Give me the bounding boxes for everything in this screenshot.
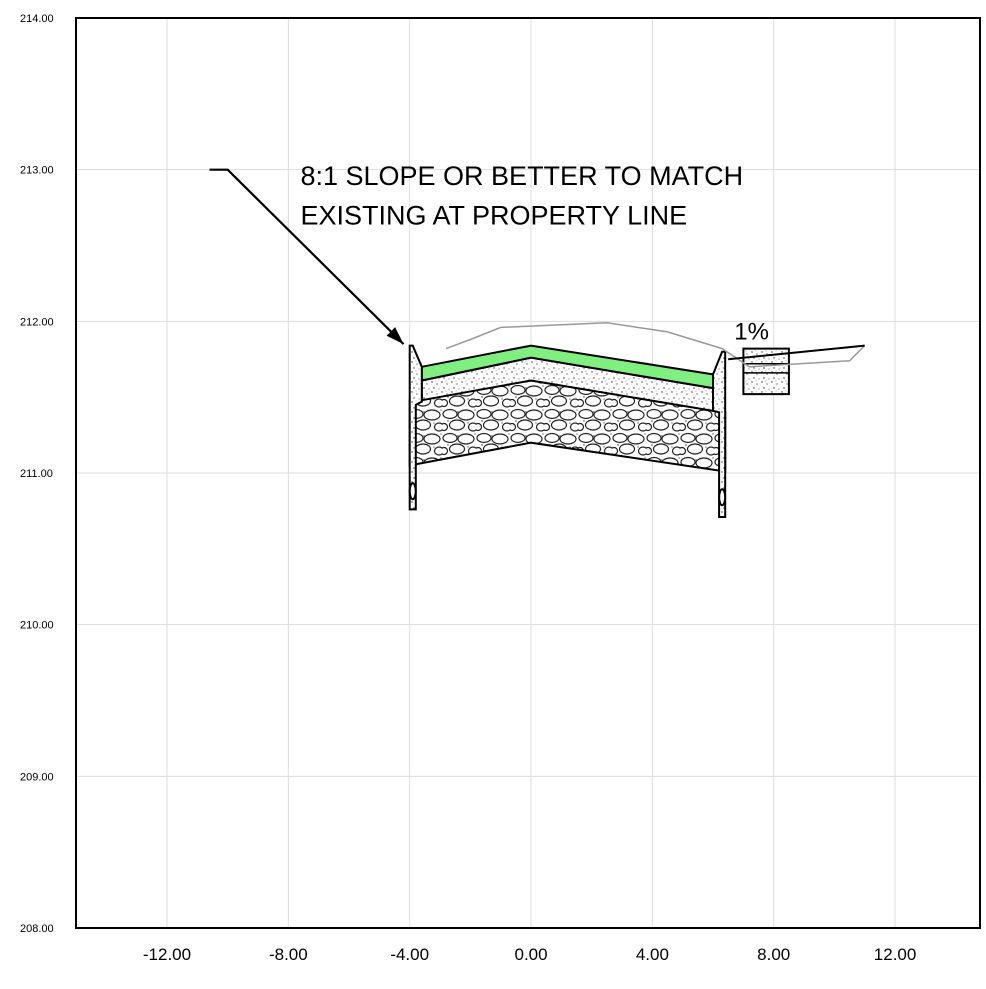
leader-line — [209, 168, 405, 345]
y-tick-label: 212.00 — [20, 316, 54, 328]
callout-text-line2: EXISTING AT PROPERTY LINE — [300, 200, 687, 230]
drain-right-icon — [718, 488, 727, 507]
callout-text-line1: 8:1 SLOPE OR BETTER TO MATCH — [300, 161, 743, 191]
sidewalk-joint-lines — [743, 363, 789, 374]
plot-frame — [75, 17, 981, 929]
existing-ground-line — [445, 322, 866, 368]
x-tick-label: -4.00 — [390, 945, 429, 964]
x-tick-label: 4.00 — [636, 945, 669, 964]
x-tick-label: -12.00 — [143, 945, 191, 964]
y-tick-label: 211.00 — [20, 468, 53, 480]
y-tick-label: 214.00 — [20, 13, 54, 25]
slope-label: 1% — [734, 319, 769, 346]
x-tick-label: 8.00 — [757, 945, 790, 964]
finished-grade-line — [728, 344, 865, 361]
leader-arrowhead-icon — [386, 327, 404, 345]
drain-left-icon — [408, 482, 417, 501]
sidewalk-right — [742, 347, 790, 396]
y-tick-label: 213.00 — [20, 165, 54, 177]
x-tick-label: -8.00 — [269, 945, 308, 964]
y-axis-ticks: 214.00 213.00 212.00 211.00 210.00 209.00 208.… — [20, 13, 54, 935]
pavement-section — [408, 322, 866, 518]
y-tick-label: 209.00 — [20, 771, 54, 783]
grid-lines — [76, 18, 980, 928]
curb-left — [408, 344, 423, 511]
y-tick-label: 210.00 — [20, 620, 54, 632]
x-axis-ticks: -12.00 -8.00 -4.00 0.00 4.00 8.00 12.00 — [143, 945, 916, 964]
x-tick-label: 12.00 — [874, 945, 917, 964]
x-tick-label: 0.00 — [514, 945, 547, 964]
y-tick-label: 208.00 — [20, 923, 54, 935]
callout-leader — [209, 168, 405, 345]
